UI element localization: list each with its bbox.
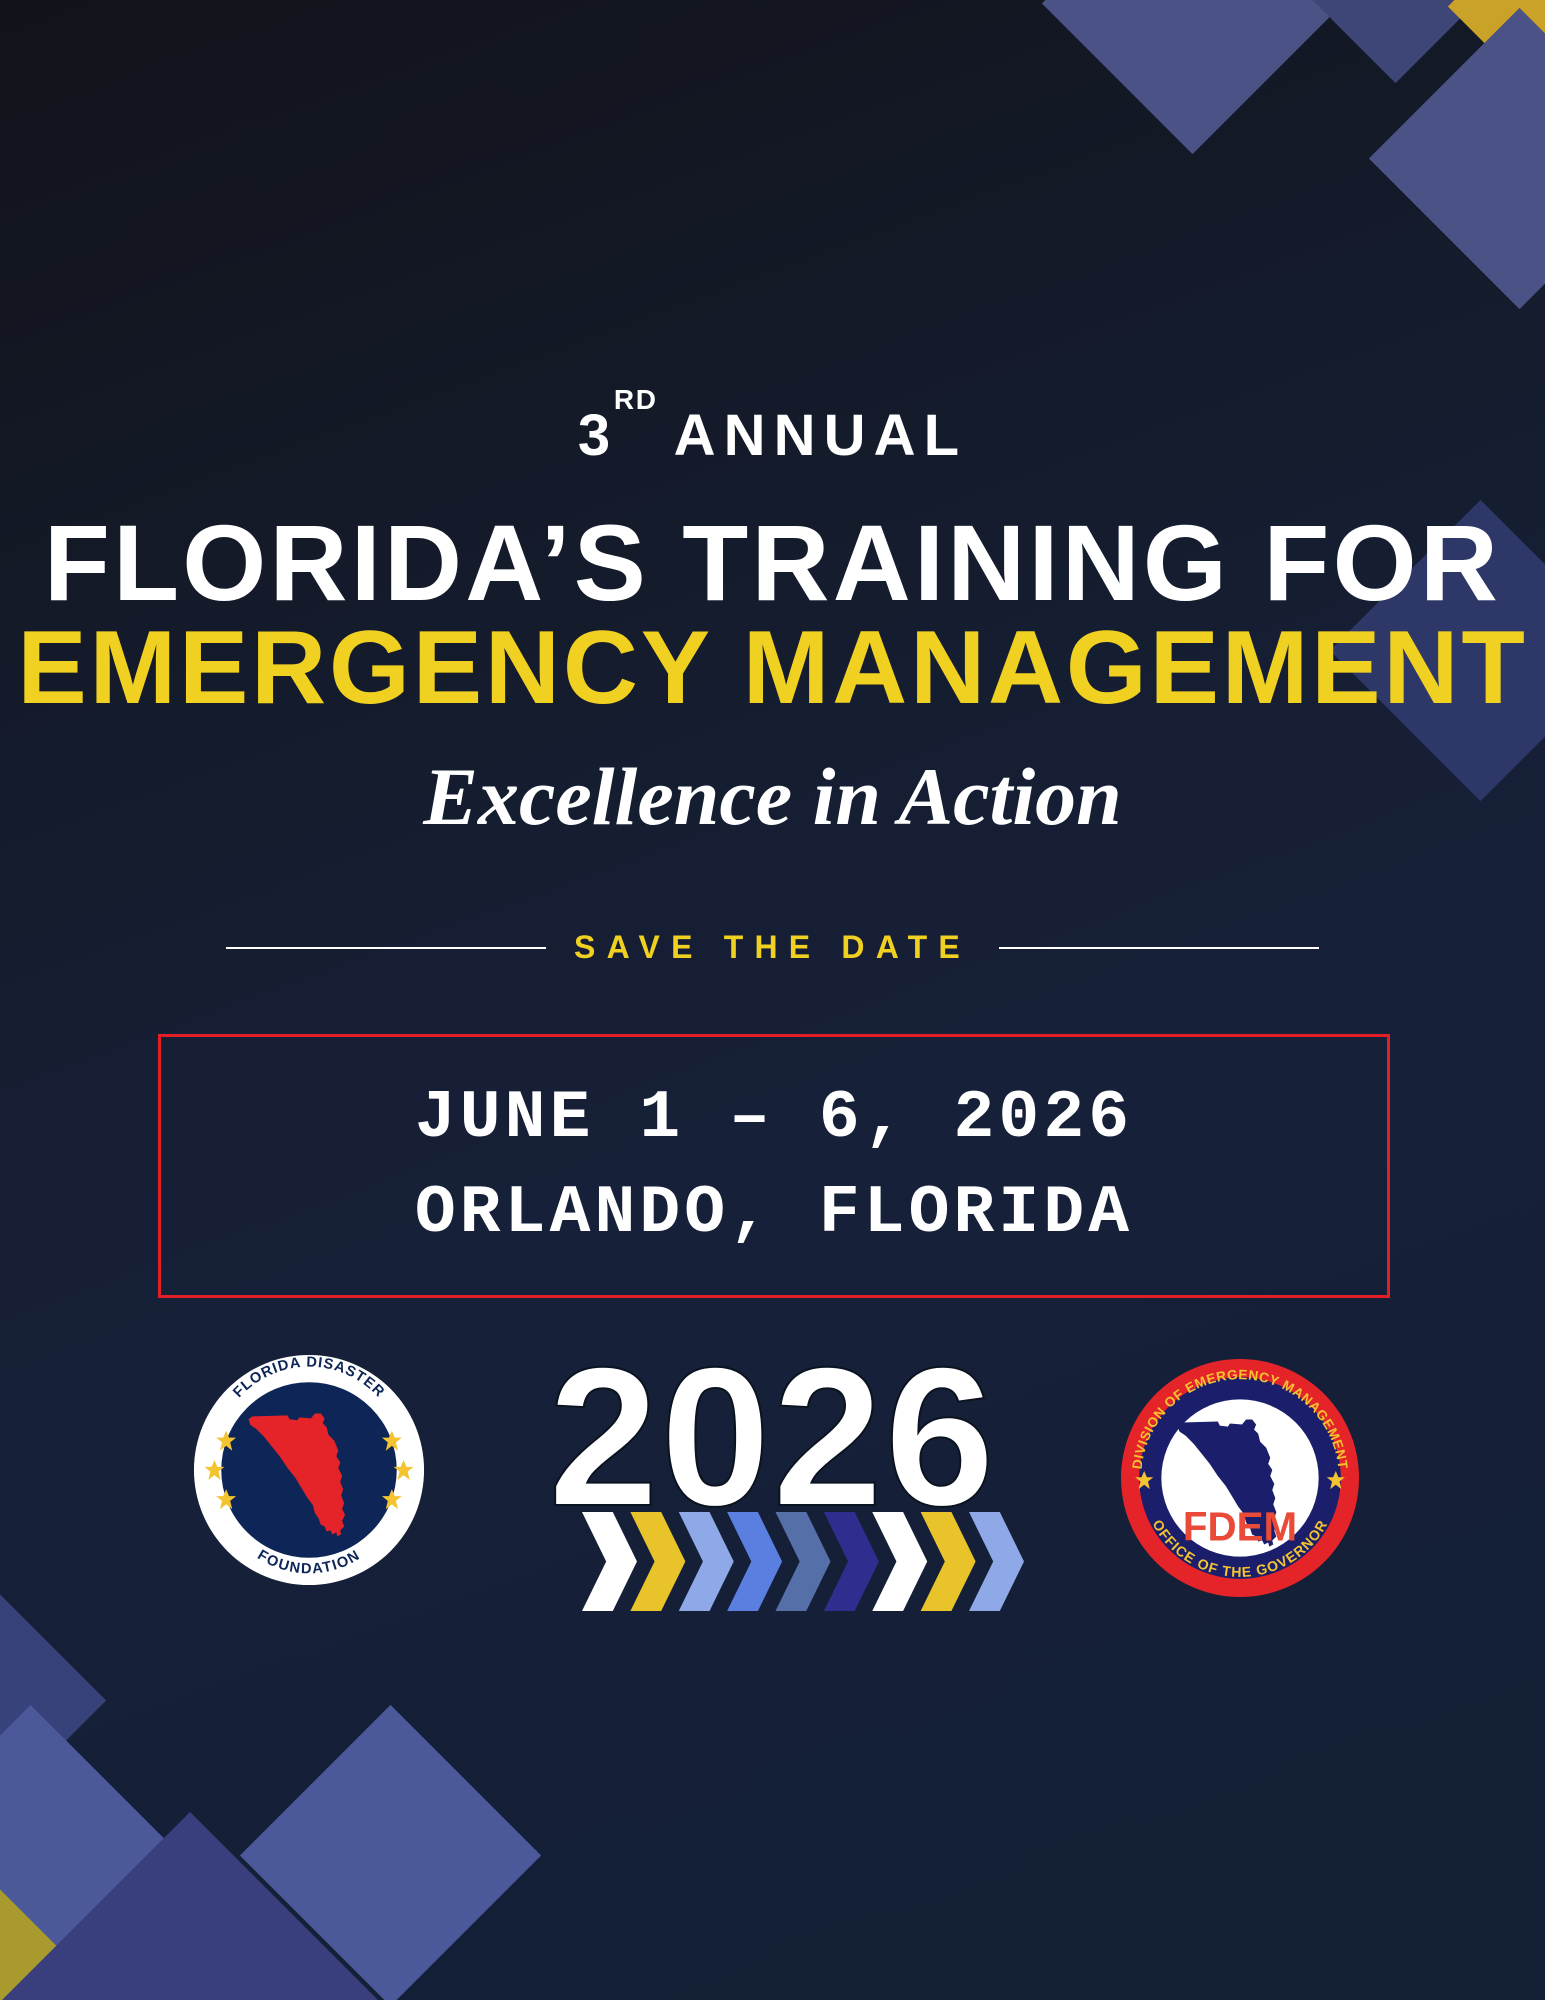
svg-text:FDEM: FDEM xyxy=(1183,1504,1297,1550)
